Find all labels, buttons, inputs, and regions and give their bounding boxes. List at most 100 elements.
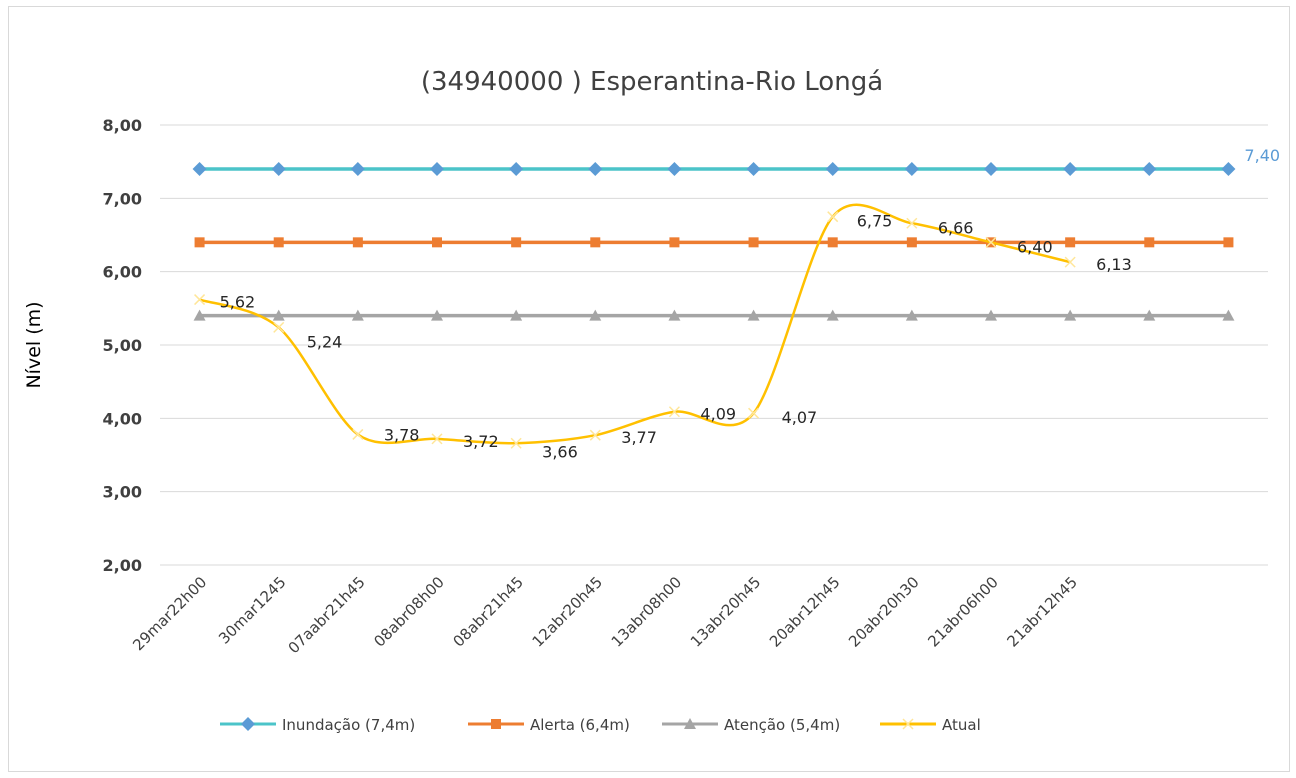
legend-label: Inundação (7,4m) [282, 716, 415, 734]
marker-triangle [1222, 309, 1235, 321]
series-3 [194, 203, 1076, 449]
marker-diamond [350, 162, 365, 176]
marker-diamond [825, 162, 840, 176]
marker-square [1144, 237, 1155, 248]
marker-square [491, 719, 501, 729]
marker-diamond [1142, 162, 1157, 176]
marker-square [273, 237, 284, 248]
marker-x [273, 321, 285, 333]
data-label: 6,66 [938, 218, 974, 237]
x-tick-label: 20abr20h30 [845, 573, 923, 651]
marker-diamond [241, 717, 255, 731]
data-label: 5,24 [307, 332, 343, 351]
marker-x-stroke [352, 428, 364, 440]
y-tick-label: 8,00 [103, 116, 142, 135]
marker-x-stroke [510, 437, 522, 449]
marker-square [432, 237, 442, 248]
data-label: 3,72 [463, 432, 499, 451]
x-tick-label: 08abr21h45 [449, 573, 527, 651]
marker-x-stroke [748, 407, 760, 419]
marker-diamond [509, 162, 524, 176]
legend-item-1: Alerta (6,4m) [468, 716, 630, 734]
marker-square [1065, 237, 1076, 248]
data-label: 3,78 [384, 425, 420, 444]
end-value-label: 7,40 [1244, 146, 1280, 165]
legend-label: Atenção (5,4m) [724, 716, 840, 734]
marker-diamond [430, 162, 444, 176]
marker-diamond [1221, 162, 1236, 176]
x-tick-label: 13abr08h00 [608, 573, 686, 651]
marker-x-stroke [902, 718, 914, 730]
y-tick-label: 6,00 [103, 263, 142, 282]
marker-x-stroke [431, 433, 443, 445]
marker-x-stroke [1064, 256, 1076, 268]
marker-x [431, 433, 443, 445]
marker-x [668, 406, 680, 418]
marker-square [906, 237, 917, 248]
gridlines [160, 124, 1268, 566]
marker-square [590, 237, 601, 248]
marker-diamond [1063, 162, 1078, 176]
marker-x-stroke [589, 429, 601, 441]
series-line [199, 203, 1071, 445]
marker-x-stroke [194, 294, 206, 306]
marker-x [906, 217, 918, 229]
marker-diamond [271, 162, 286, 176]
marker-triangle [431, 309, 443, 321]
chart-title: (34940000 ) Esperantina-Rio Longá [421, 67, 883, 97]
data-label: 3,77 [621, 428, 657, 447]
chart-area [8, 6, 1290, 772]
y-tick-label: 4,00 [103, 409, 142, 428]
x-tick-label: 30mar1245 [215, 573, 289, 647]
marker-square [669, 237, 680, 248]
marker-x-stroke [985, 236, 997, 248]
marker-x [748, 407, 760, 419]
marker-triangle [589, 309, 602, 321]
legend-label: Alerta (6,4m) [530, 716, 630, 734]
marker-triangle [905, 309, 918, 321]
marker-x-stroke [906, 217, 918, 229]
legend-item-2: Atenção (5,4m) [662, 716, 840, 734]
legend-label: Atual [942, 716, 981, 734]
marker-x [194, 294, 206, 306]
x-tick-label: 07aabr21h45 [285, 573, 369, 657]
data-labels: 7,40 5,62 5,24 3,78 3,72 3,66 3,77 4,09 4,07 6,75… [220, 146, 1280, 461]
y-tick-label: 7,00 [103, 189, 142, 208]
marker-square [1223, 237, 1234, 248]
x-tick-label: 12abr20h45 [529, 573, 607, 651]
marker-diamond [192, 162, 207, 176]
marker-x-stroke [273, 321, 285, 333]
data-label: 3,66 [542, 442, 578, 461]
marker-triangle [668, 309, 681, 321]
series-1 [194, 237, 1234, 248]
y-tick-label: 3,00 [103, 483, 142, 502]
marker-triangle [747, 309, 760, 321]
marker-diamond [746, 162, 761, 176]
y-tick-label: 2,00 [103, 556, 142, 575]
data-label: 6,75 [857, 212, 893, 231]
x-tick-label: 13abr20h45 [687, 573, 765, 651]
marker-triangle [193, 309, 206, 321]
marker-diamond [588, 162, 603, 176]
marker-square [352, 237, 363, 248]
marker-square [511, 237, 522, 248]
data-label: 6,13 [1096, 255, 1132, 274]
y-tick-label: 5,00 [103, 336, 142, 355]
x-tick-label: 21abr06h00 [924, 573, 1002, 651]
marker-square [194, 237, 205, 248]
marker-triangle [826, 309, 839, 321]
marker-diamond [667, 162, 682, 176]
marker-triangle [1064, 309, 1077, 321]
marker-x [985, 236, 997, 248]
legend: Inundação (7,4m) Alerta (6,4m) Atenção (5,… [220, 716, 981, 734]
series-0 [192, 162, 1236, 176]
marker-x [827, 211, 839, 223]
marker-triangle [510, 309, 523, 321]
marker-x [510, 437, 522, 449]
series-2 [193, 309, 1235, 321]
marker-x [1064, 256, 1076, 268]
x-tick-label: 20abr12h45 [766, 573, 844, 651]
marker-triangle [985, 309, 997, 321]
